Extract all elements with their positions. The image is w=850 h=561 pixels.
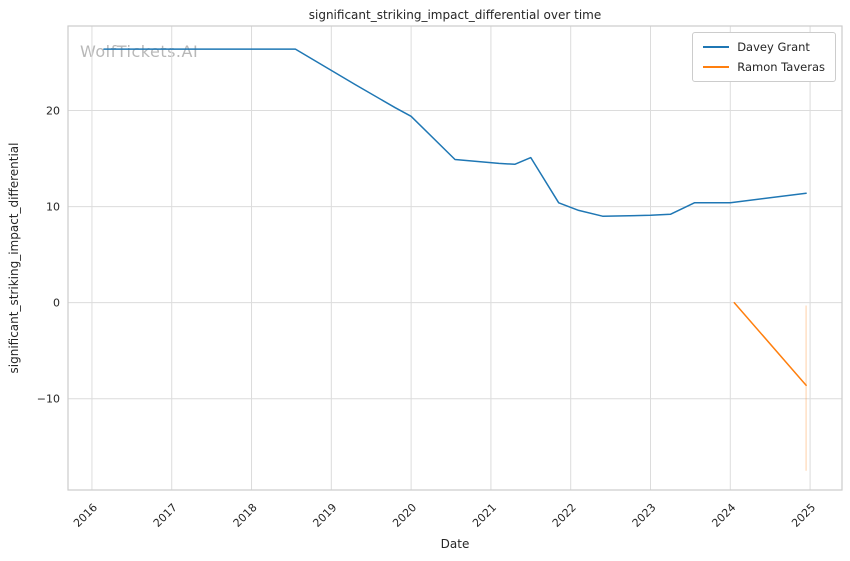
line-swatch-davey-grant bbox=[703, 46, 730, 48]
y-tick-label: 10 bbox=[46, 201, 60, 214]
x-tick-label: 2017 bbox=[151, 501, 180, 530]
line-swatch-ramon-taveras bbox=[703, 66, 730, 68]
series-line-davey-grant bbox=[103, 48, 807, 217]
legend-item-ramon-taveras: Ramon Taveras bbox=[703, 60, 825, 74]
legend-label-ramon-taveras: Ramon Taveras bbox=[737, 60, 825, 74]
series-line-ramon-taveras bbox=[733, 301, 807, 387]
chart-title: significant_striking_impact_differential… bbox=[308, 8, 602, 22]
y-tick-label: −10 bbox=[37, 393, 60, 406]
x-tick-label: 2021 bbox=[470, 501, 499, 530]
x-tick-label: 2019 bbox=[310, 501, 339, 530]
y-tick-label: 20 bbox=[46, 105, 60, 118]
x-axis-label: Date bbox=[440, 537, 470, 551]
x-tick-label: 2023 bbox=[630, 501, 659, 530]
x-tick-label: 2016 bbox=[71, 501, 100, 530]
x-tick-label: 2022 bbox=[550, 501, 579, 530]
legend: Davey Grant Ramon Taveras bbox=[692, 32, 836, 82]
legend-label-davey-grant: Davey Grant bbox=[737, 40, 810, 54]
y-tick-label: 0 bbox=[53, 297, 60, 310]
x-tick-label: 2025 bbox=[789, 501, 818, 530]
x-tick-label: 2024 bbox=[709, 501, 738, 530]
x-tick-label: 2020 bbox=[390, 501, 419, 530]
plot-border bbox=[67, 25, 843, 491]
x-tick-label: 2018 bbox=[231, 501, 260, 530]
legend-item-davey-grant: Davey Grant bbox=[703, 40, 825, 54]
watermark: WolfTickets.AI bbox=[80, 42, 199, 61]
